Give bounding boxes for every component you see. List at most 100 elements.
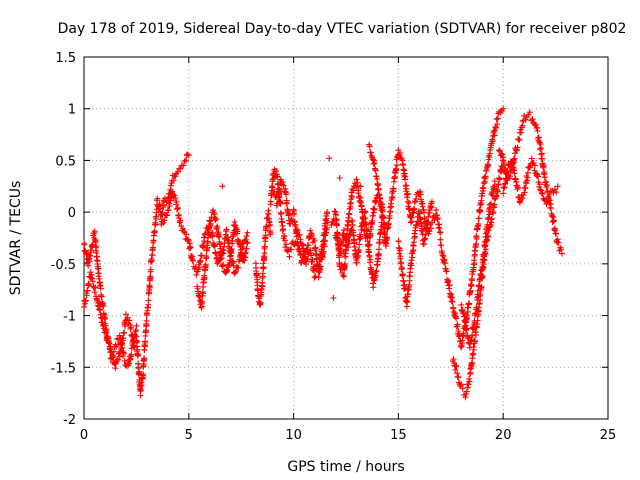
data-point [356,241,363,248]
data-point [120,350,127,357]
data-point [514,144,521,151]
data-point [171,192,178,199]
data-point [280,226,287,233]
data-point [502,180,509,187]
data-point [408,218,415,225]
data-point [323,215,330,222]
data-point [187,244,194,251]
data-point [443,268,450,275]
data-point [376,239,383,246]
data-point [493,124,500,131]
data-point [138,382,145,389]
data-point [462,394,469,401]
data-point [340,272,347,279]
data-point [333,222,340,229]
data-point [407,213,414,220]
data-point [116,350,123,357]
data-point [177,217,184,224]
data-point [164,212,171,219]
data-point [237,246,244,253]
data-point [493,193,500,200]
data-point [169,188,176,195]
data-point [491,183,498,190]
data-point [337,247,344,254]
data-point [317,263,324,270]
data-point [405,205,412,212]
data-point [84,287,91,294]
data-point [468,282,475,289]
data-point [486,211,493,218]
data-point [92,239,99,246]
y-tick-label: -2 [63,413,76,428]
data-point [485,162,492,169]
data-point [267,198,274,205]
data-point [473,235,480,242]
data-point [419,231,426,238]
data-point [454,321,461,328]
data-point [207,220,214,227]
data-point [312,273,319,280]
data-point [166,202,173,209]
data-point [459,385,466,392]
data-point [260,265,267,272]
data-point [401,170,408,177]
data-point [170,177,177,184]
data-point [458,301,465,308]
data-point [181,158,188,165]
data-point [105,339,112,346]
data-point [471,319,478,326]
data-point [464,312,471,319]
data-point [494,187,501,194]
data-point [544,198,551,205]
data-point [437,229,444,236]
data-point [228,246,235,253]
data-point [373,267,380,274]
data-point [464,384,471,391]
data-point [366,143,373,150]
data-point [425,213,432,220]
data-point [160,204,167,211]
data-point [449,298,456,305]
data-point [553,230,560,237]
data-point [549,213,556,220]
data-point [371,205,378,212]
data-point [495,181,502,188]
data-point [509,160,516,167]
data-point [108,349,115,356]
data-point [340,227,347,234]
data-point [358,227,365,234]
data-point [422,231,429,238]
data-point [467,287,474,294]
data-point [546,191,553,198]
data-point [345,219,352,226]
data-point [269,178,276,185]
data-point [127,324,134,331]
data-point [474,296,481,303]
data-point [122,323,129,330]
data-point [163,199,170,206]
data-point [91,289,98,296]
data-point [100,302,107,309]
y-tick-label: 1.5 [55,51,76,66]
data-point [137,392,144,399]
data-point [110,354,117,361]
data-point [311,237,318,244]
data-point [152,221,159,228]
data-point [353,176,360,183]
data-point [201,274,208,281]
data-point [357,183,364,190]
grid-lines [84,57,608,419]
data-point [542,178,549,185]
data-point [335,244,342,251]
data-point [297,236,304,243]
data-point [230,231,237,238]
data-point [214,223,221,230]
data-point [398,259,405,266]
data-point [244,229,251,236]
data-point [551,186,558,193]
data-point [292,221,299,228]
data-point [533,172,540,179]
data-point [411,206,418,213]
data-point [393,162,400,169]
data-point [148,257,155,264]
